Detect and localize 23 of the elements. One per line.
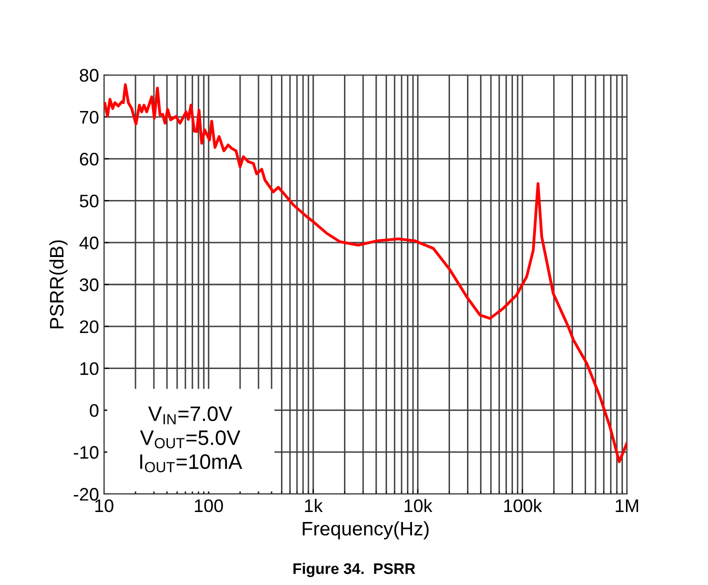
y-tick-label: 80 — [80, 68, 98, 82]
y-tick-label: 20 — [80, 320, 98, 334]
y-tick-label: 40 — [79, 236, 98, 250]
x-tick-label: 1k — [305, 498, 323, 512]
x-tick-label: 10 — [95, 499, 114, 512]
y-tick-label: -10 — [74, 446, 98, 459]
annotation: V$_{IN}$=7.0V — [148, 406, 232, 424]
y-tick-label: -20 — [74, 488, 98, 501]
y-tick-label: 50 — [80, 194, 98, 208]
x-tick-label: 1M — [616, 500, 638, 512]
y-tick-label: 30 — [80, 278, 98, 292]
y-tick-label: 60 — [80, 152, 98, 166]
y-axis-title: PSRR(dB) — [49, 240, 68, 328]
y-tick-label: 70 — [80, 110, 98, 124]
x-tick-label: 100 — [194, 499, 223, 512]
annotation: I$_{OUT}$=10mA — [140, 454, 242, 472]
caption: Figure 34. PSRR — [293, 562, 416, 578]
x-tick-label: 100k — [504, 498, 542, 512]
x-axis-title: Frequency(Hz) — [302, 521, 429, 540]
annotation: V$_{OUT}$=5.0V — [140, 430, 240, 448]
x-tick-label: 10k — [404, 498, 432, 512]
y-tick-label: 0 — [90, 404, 98, 417]
y-tick-label: 10 — [80, 362, 98, 376]
